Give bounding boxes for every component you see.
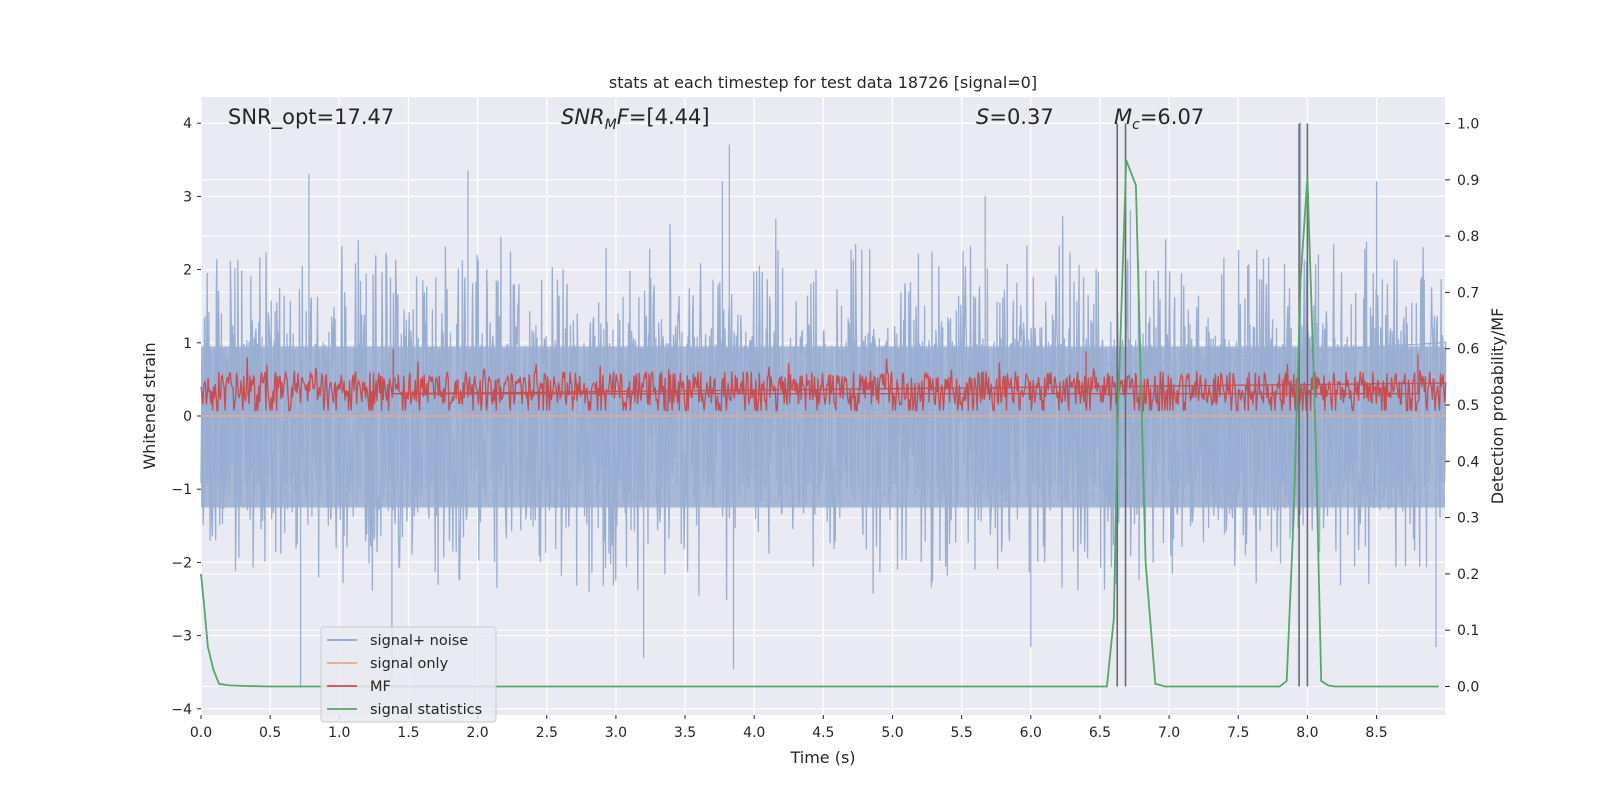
mc-annotation: Mc=6.07 (1114, 105, 1204, 133)
x-tick-label-13: 6.5 (1089, 725, 1111, 741)
yl-tick-label-7: −3 (171, 629, 192, 645)
legend-label-signal-noise: signal+ noise (370, 633, 468, 649)
x-axis-ticks: 0.0 0.5 1.0 1.5 2.0 2.5 3.0 3.5 4.0 4.5 5.0 5.5 6.0 6… (190, 715, 1388, 741)
x-tick-label-11: 5.5 (951, 725, 973, 741)
x-tick-label-10: 5.0 (881, 725, 903, 741)
yl-tick-label-4: 0 (183, 409, 192, 425)
yr-tick-label-9: 0.1 (1457, 623, 1479, 639)
yl-tick-label-5: −1 (171, 482, 192, 498)
yr-tick-label-3: 0.7 (1457, 285, 1479, 301)
yl-tick-label-3: 1 (183, 336, 192, 352)
yr-tick-label-4: 0.6 (1457, 342, 1479, 358)
y-left-axis-ticks: 4 3 2 1 0 −1 −2 −3 −4 (171, 116, 201, 718)
legend-label-mf: MF (370, 679, 391, 695)
legend: signal+ noise signal only MF signal stat… (320, 626, 497, 723)
yr-tick-label-2: 0.8 (1457, 229, 1479, 245)
legend-label-signal-only: signal only (370, 656, 449, 672)
x-tick-label-12: 6.0 (1020, 725, 1042, 741)
x-tick-label-5: 2.5 (536, 725, 558, 741)
y-right-axis-label: Detection probability/MF (1488, 308, 1507, 505)
vertical-markers (1116, 123, 1309, 687)
x-tick-label-0: 0.0 (190, 725, 212, 741)
signal-noise-core (201, 346, 1445, 508)
x-tick-label-14: 7.0 (1158, 725, 1180, 741)
yr-tick-label-7: 0.3 (1457, 511, 1479, 527)
yl-tick-label-0: 4 (183, 116, 192, 132)
legend-box (320, 626, 497, 723)
x-tick-label-2: 1.0 (328, 725, 350, 741)
x-tick-label-7: 3.5 (674, 725, 696, 741)
x-tick-label-16: 8.0 (1296, 725, 1318, 741)
x-tick-label-4: 2.0 (466, 725, 488, 741)
x-tick-label-1: 0.5 (259, 725, 281, 741)
snr-opt-annotation: SNR_opt=17.47 (228, 105, 394, 130)
chart-title: stats at each timestep for test data 187… (609, 73, 1037, 92)
yl-tick-label-1: 3 (183, 189, 192, 205)
x-tick-label-15: 7.5 (1227, 725, 1249, 741)
s-annotation: S=0.37 (976, 105, 1054, 129)
yr-tick-label-10: 0.0 (1457, 680, 1479, 696)
yr-tick-label-6: 0.4 (1457, 454, 1479, 470)
x-tick-label-6: 3.0 (605, 725, 627, 741)
x-tick-label-3: 1.5 (397, 725, 419, 741)
yl-tick-label-6: −2 (171, 555, 192, 571)
x-tick-label-8: 4.0 (743, 725, 765, 741)
y-left-axis-label: Whitened strain (140, 342, 159, 469)
signal-statistics-line (200, 159, 1439, 688)
series-signal-statistics (200, 159, 1439, 688)
yl-tick-label-8: −4 (171, 702, 192, 718)
mf-line (200, 348, 1447, 412)
legend-label-signal-statistics: signal statistics (370, 702, 482, 718)
snr-mf-annotation: SNRMF=[4.44] (561, 105, 710, 133)
yr-tick-label-1: 0.9 (1457, 173, 1479, 189)
yl-tick-label-2: 2 (183, 263, 192, 279)
x-tick-label-17: 8.5 (1365, 725, 1387, 741)
yr-tick-label-0: 1.0 (1457, 117, 1479, 133)
y-right-axis-ticks: 1.0 0.9 0.8 0.7 0.6 0.5 0.4 0.3 0.2 0.1 0.0 (1445, 117, 1479, 696)
series-mf (200, 348, 1447, 412)
yr-tick-label-8: 0.2 (1457, 567, 1479, 583)
x-axis-label: Time (s) (789, 748, 855, 767)
yr-tick-label-5: 0.5 (1457, 398, 1479, 414)
x-tick-label-9: 4.5 (812, 725, 834, 741)
